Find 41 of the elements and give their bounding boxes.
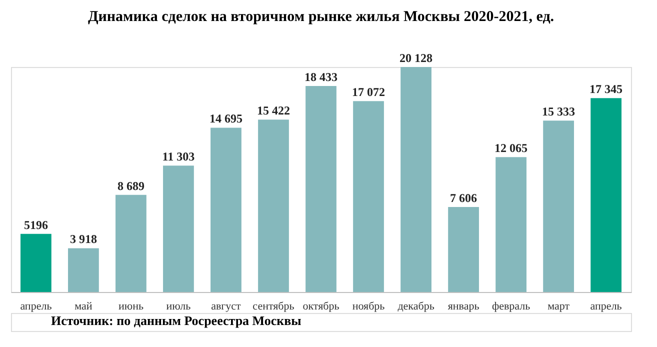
data-label: 15 422 bbox=[256, 104, 290, 118]
x-tick-label: май bbox=[74, 300, 92, 312]
bar bbox=[163, 166, 194, 292]
x-tick-label: март bbox=[548, 300, 570, 312]
data-label: 12 065 bbox=[494, 141, 528, 156]
x-tick-label: апрель bbox=[20, 300, 52, 312]
x-tick-label: декабрь bbox=[398, 300, 434, 312]
bar bbox=[400, 67, 432, 292]
data-label: 14 695 bbox=[209, 112, 242, 126]
bar bbox=[210, 128, 242, 292]
bar bbox=[68, 248, 99, 292]
bar bbox=[306, 86, 336, 292]
data-label: 7 606 bbox=[450, 190, 478, 205]
x-tick-label: октябрь bbox=[302, 300, 340, 312]
data-label: 3 918 bbox=[70, 232, 97, 246]
chart-title: Динамика сделок на вторичном рынке жилья Москвы 2020-2021, ед. bbox=[88, 9, 554, 25]
bar bbox=[543, 120, 574, 292]
data-label: 11 303 bbox=[162, 150, 195, 164]
x-tick-label: ноябрь bbox=[352, 300, 385, 312]
data-label: 20 128 bbox=[400, 51, 433, 65]
bar bbox=[496, 157, 526, 292]
x-tick-label: апрель bbox=[590, 300, 622, 312]
x-tick-label: сентябрь bbox=[252, 300, 294, 312]
bar bbox=[258, 120, 289, 292]
x-tick-label: январь bbox=[448, 300, 480, 312]
data-label: 8 689 bbox=[117, 178, 144, 193]
x-tick-label: июль bbox=[166, 300, 191, 312]
x-tick-label: июнь bbox=[118, 300, 144, 312]
x-tick-label: август bbox=[211, 300, 242, 312]
text: Источник: по данным Росреестра Москвы bbox=[51, 313, 302, 328]
data-label: 18 433 bbox=[304, 70, 338, 84]
bar bbox=[353, 101, 384, 292]
data-label: 17 072 bbox=[352, 85, 386, 100]
bar bbox=[448, 206, 479, 292]
data-label: 17 345 bbox=[590, 82, 623, 96]
bar bbox=[590, 98, 622, 292]
bar bbox=[20, 234, 52, 292]
x-tick-label: февраль bbox=[492, 300, 530, 312]
bar bbox=[116, 194, 146, 292]
data-label: 5196 bbox=[24, 218, 48, 232]
data-label: 15 333 bbox=[542, 104, 576, 119]
